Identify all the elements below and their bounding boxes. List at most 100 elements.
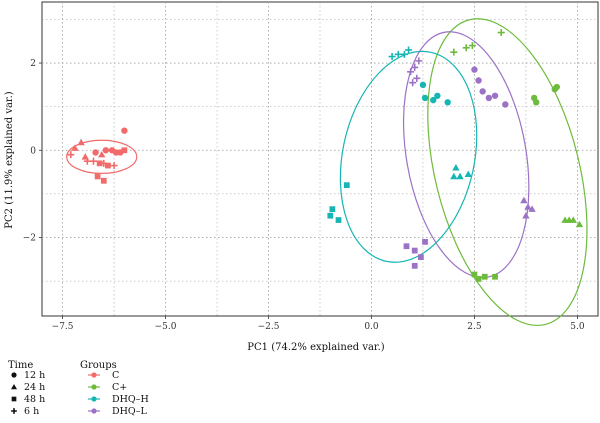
data-point-triangle [98, 150, 106, 158]
data-point-square [335, 217, 342, 223]
x-tick-label: −2.5 [258, 322, 280, 332]
data-point-square [94, 173, 101, 180]
data-point-circle [485, 94, 493, 102]
ellipse-dhq-l [402, 31, 530, 279]
group-legend-label: DHQ–H [112, 394, 149, 405]
data-point-plus [405, 46, 413, 54]
time-legend-label: 6 h [24, 406, 39, 417]
data-point-circle [430, 96, 437, 104]
x-tick-label: 2.5 [467, 322, 482, 332]
data-point-triangle [575, 220, 584, 228]
y-axis-title: PC2 (11.9% explained var.) [4, 91, 15, 228]
groups-legend-title: Groups [80, 360, 117, 371]
legend-circle-icon [11, 372, 17, 378]
data-point-square [411, 247, 418, 254]
data-point-plus [468, 42, 476, 50]
x-tick-label: 5.0 [570, 322, 585, 332]
data-point-triangle [71, 144, 79, 151]
data-point-square [403, 243, 410, 250]
group-legend-label: DHQ–L [112, 406, 147, 417]
data-point-square [422, 238, 428, 245]
data-point-plus [413, 74, 421, 82]
y-tick-label: 2 [30, 59, 36, 69]
data-point-triangle [450, 172, 458, 180]
ellipse-c [66, 139, 138, 174]
data-point-plus [394, 50, 402, 58]
data-point-plus [450, 48, 458, 56]
data-point-triangle [522, 212, 530, 219]
data-point-plus [89, 157, 98, 165]
data-point-square [481, 273, 488, 280]
data-point-triangle [569, 216, 577, 223]
legend-group-dot [91, 384, 97, 390]
data-point-circle [444, 99, 451, 106]
x-tick-label: 0.0 [364, 322, 379, 332]
data-point-square [492, 273, 498, 280]
data-point-plus [407, 68, 415, 76]
data-point-plus [415, 57, 423, 65]
group-legend-label: C [112, 370, 119, 381]
data-point-triangle [77, 138, 85, 146]
data-point-square [121, 147, 128, 154]
data-point-circle [121, 127, 128, 134]
group-ellipses [66, 18, 588, 327]
data-point-circle [471, 66, 478, 73]
data-point-circle [421, 94, 429, 102]
data-point-plus [67, 151, 75, 159]
data-point-plus [83, 157, 91, 165]
data-point-circle [502, 101, 509, 108]
data-point-square [471, 271, 478, 278]
legend-group-dot [91, 408, 97, 414]
legend-plus-icon [11, 408, 17, 414]
data-point-square [327, 212, 334, 219]
axes: −7.5 −5.0 −2.5 0.0 2.5 5.0 −2 0 2 [23, 59, 585, 332]
legend-triangle-icon [11, 384, 17, 390]
data-point-circle [102, 147, 110, 154]
data-point-circle [491, 92, 499, 99]
data-point-circle [533, 99, 540, 106]
data-point-plus [497, 29, 505, 37]
data-point-circle [419, 81, 427, 89]
data-point-square [418, 254, 424, 261]
ellipse-dhq-h [339, 50, 478, 263]
time-legend: Time 12 h24 h48 h6 h [8, 360, 45, 417]
data-point-circle [551, 86, 558, 93]
data-points [67, 29, 584, 282]
data-point-plus [462, 44, 470, 52]
time-legend-label: 24 h [24, 382, 45, 393]
legend-group-dot [91, 372, 97, 378]
legend-square-icon [11, 396, 17, 402]
x-tick-label: −7.5 [52, 322, 74, 332]
data-point-triangle [464, 170, 472, 178]
data-point-square [100, 177, 107, 184]
data-point-square [105, 162, 111, 169]
data-point-triangle [520, 196, 528, 204]
data-point-circle [434, 92, 441, 99]
data-point-circle [479, 88, 486, 95]
x-axis-title: PC1 (74.2% explained var.) [247, 342, 384, 353]
data-point-circle [92, 149, 99, 156]
data-point-plus [411, 63, 419, 71]
ellipse-c- [427, 18, 588, 327]
data-point-triangle [456, 172, 464, 180]
legend-group-dot [91, 396, 97, 402]
data-point-square [411, 262, 418, 269]
group-legend-label: C+ [112, 382, 127, 393]
data-point-square [343, 182, 350, 189]
data-point-triangle [528, 205, 536, 212]
data-point-triangle [524, 203, 532, 210]
time-legend-label: 12 h [24, 370, 45, 381]
data-point-circle [475, 77, 482, 84]
data-point-plus [388, 52, 396, 61]
time-legend-label: 48 h [24, 394, 45, 405]
data-point-square [329, 206, 336, 213]
data-point-plus [100, 159, 108, 167]
y-tick-label: −2 [23, 234, 36, 244]
data-point-plus [400, 50, 408, 58]
data-point-plus [110, 162, 118, 170]
y-tick-label: 0 [30, 146, 36, 156]
data-point-triangle [452, 164, 460, 171]
x-tick-label: −5.0 [155, 322, 177, 332]
